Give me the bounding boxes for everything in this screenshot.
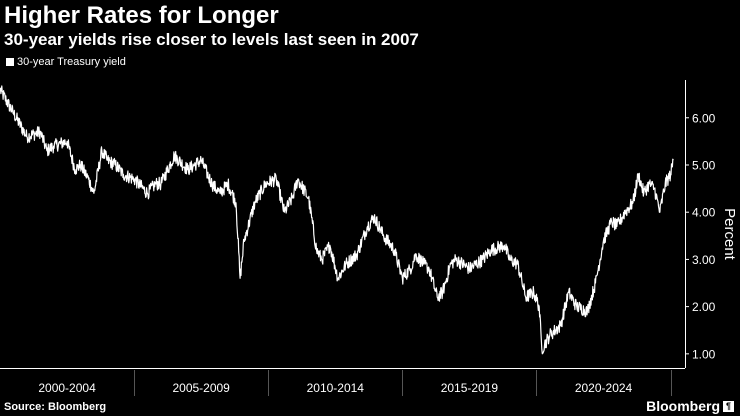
- x-tick-label: 2010-2014: [307, 381, 365, 395]
- chart-legend: 30-year Treasury yield: [6, 56, 126, 68]
- x-tick-label: 2015-2019: [441, 381, 499, 395]
- brand-mark-icon: ¶: [723, 400, 734, 412]
- source-note: Source: Bloomberg: [4, 401, 107, 413]
- brand-logo: Bloomberg ¶: [646, 398, 734, 414]
- legend-label: 30-year Treasury yield: [17, 56, 126, 68]
- y-tick-label: 2.00: [692, 300, 716, 314]
- y-tick-label: 3.00: [692, 253, 716, 267]
- series-line-30yr-yield: [0, 85, 674, 355]
- y-tick-label: 4.00: [692, 206, 716, 220]
- chart-subtitle: 30-year yields rise closer to levels las…: [4, 30, 419, 49]
- legend-swatch: [6, 58, 14, 66]
- x-tick-label: 2000-2004: [38, 381, 96, 395]
- y-tick-label: 1.00: [692, 347, 716, 361]
- y-tick-label: 5.00: [692, 158, 716, 172]
- x-tick-label: 2005-2009: [172, 381, 230, 395]
- x-tick-label: 2020-2024: [575, 381, 633, 395]
- chart-title: Higher Rates for Longer: [4, 2, 279, 29]
- y-axis-label: Percent: [721, 208, 738, 261]
- brand-name: Bloomberg: [646, 398, 720, 414]
- y-tick-label: 6.00: [692, 111, 716, 125]
